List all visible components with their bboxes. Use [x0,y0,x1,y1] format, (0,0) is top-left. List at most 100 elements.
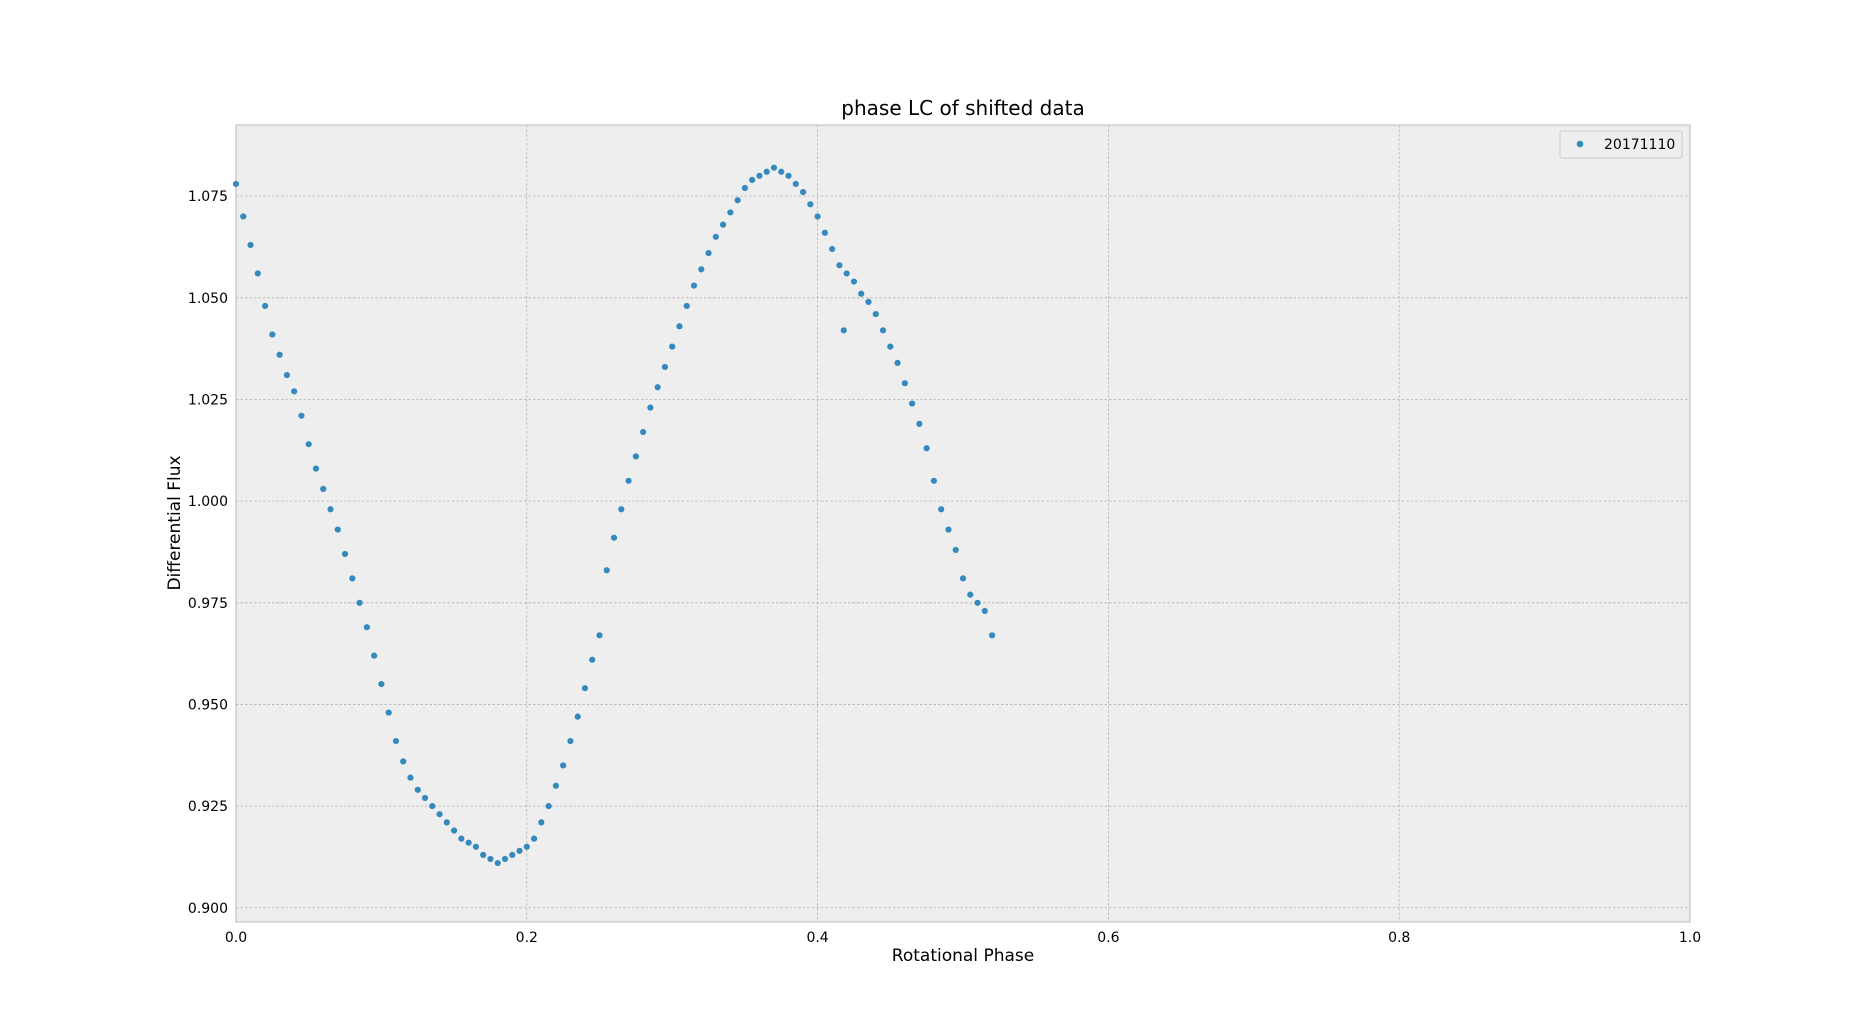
data-point [261,302,269,310]
y-tick-label: 0.975 [188,596,228,612]
data-point [581,685,589,692]
data-point [545,803,552,810]
data-point [371,652,378,659]
data-point [247,241,254,249]
data-point [850,278,858,285]
data-point [589,656,596,663]
legend: 20171110 [1559,130,1683,159]
data-point [683,302,690,310]
y-axis-ticks: 0.900 0.925 0.950 0.975 1.000 1.025 1.050 1.075 [188,189,228,917]
data-point [400,758,407,765]
data-point [465,839,472,846]
data-point [523,843,530,850]
data-point [654,384,661,391]
data-point [901,380,908,387]
y-tick-label: 1.000 [188,494,228,510]
data-point [858,290,865,297]
data-point [840,327,847,334]
data-point [661,363,669,371]
data-point [291,388,298,395]
y-tick-label: 1.075 [188,189,228,205]
data-point [887,343,894,350]
y-tick-label: 1.025 [188,392,228,408]
data-point [945,526,952,533]
data-point [807,201,814,208]
data-point [756,172,763,179]
data-point [349,575,356,582]
data-points [232,164,996,867]
data-point [327,506,334,513]
x-tick-label: 1.0 [1679,930,1701,946]
data-point [785,172,792,179]
data-point [530,835,538,842]
data-point [959,575,967,582]
data-point [560,762,567,769]
x-tick-label: 0.4 [806,930,828,946]
data-point [705,249,712,257]
data-point [421,794,429,802]
data-point [778,168,785,175]
data-point [690,282,698,289]
x-tick-label: 0.6 [1097,930,1119,946]
data-point [385,709,392,716]
legend-label: 20171110 [1604,137,1675,153]
data-point [719,221,727,228]
data-point [305,441,312,448]
data-point [451,827,458,834]
data-point [567,737,574,745]
data-point [618,506,625,513]
data-point [909,400,916,407]
data-point [865,298,872,305]
data-point [952,546,959,554]
data-point [741,184,749,192]
data-point [269,331,276,338]
data-point [981,607,988,615]
x-axis-label: Rotational Phase [892,946,1034,966]
data-point [407,774,414,781]
data-point [480,851,487,859]
data-point [283,371,290,379]
data-point [698,266,705,273]
data-point [320,485,327,493]
data-point [676,323,683,330]
data-point [770,164,778,171]
data-point [749,176,756,183]
x-tick-label: 0.2 [516,930,538,946]
data-point [734,197,741,204]
data-point [974,599,981,606]
data-point [814,213,821,220]
data-point [792,180,799,188]
data-point [647,404,654,411]
legend-marker [1576,140,1584,148]
data-point [312,465,320,472]
data-point [232,180,240,188]
data-point [930,477,938,484]
data-point [436,811,443,818]
data-point [414,786,421,793]
data-point [829,245,836,253]
data-point [894,359,901,366]
y-tick-label: 0.925 [188,799,228,815]
data-point [334,526,341,533]
data-point [938,506,945,513]
data-point [843,270,850,277]
y-tick-label: 0.900 [188,901,228,917]
data-point [254,270,261,277]
data-point [298,412,305,419]
data-point [763,168,770,175]
data-point [967,591,974,598]
data-point [988,632,996,639]
data-point [363,624,370,631]
data-point [487,855,494,863]
grid [235,125,1691,922]
data-point [276,351,283,358]
data-point [443,819,450,826]
data-point [240,213,247,220]
data-point [821,229,828,236]
data-point [879,327,887,334]
y-axis-label: Differential Flux [165,455,185,590]
data-point [472,843,480,850]
chart-title: phase LC of shifted data [841,96,1084,120]
data-point [574,713,581,720]
data-point [509,851,516,859]
